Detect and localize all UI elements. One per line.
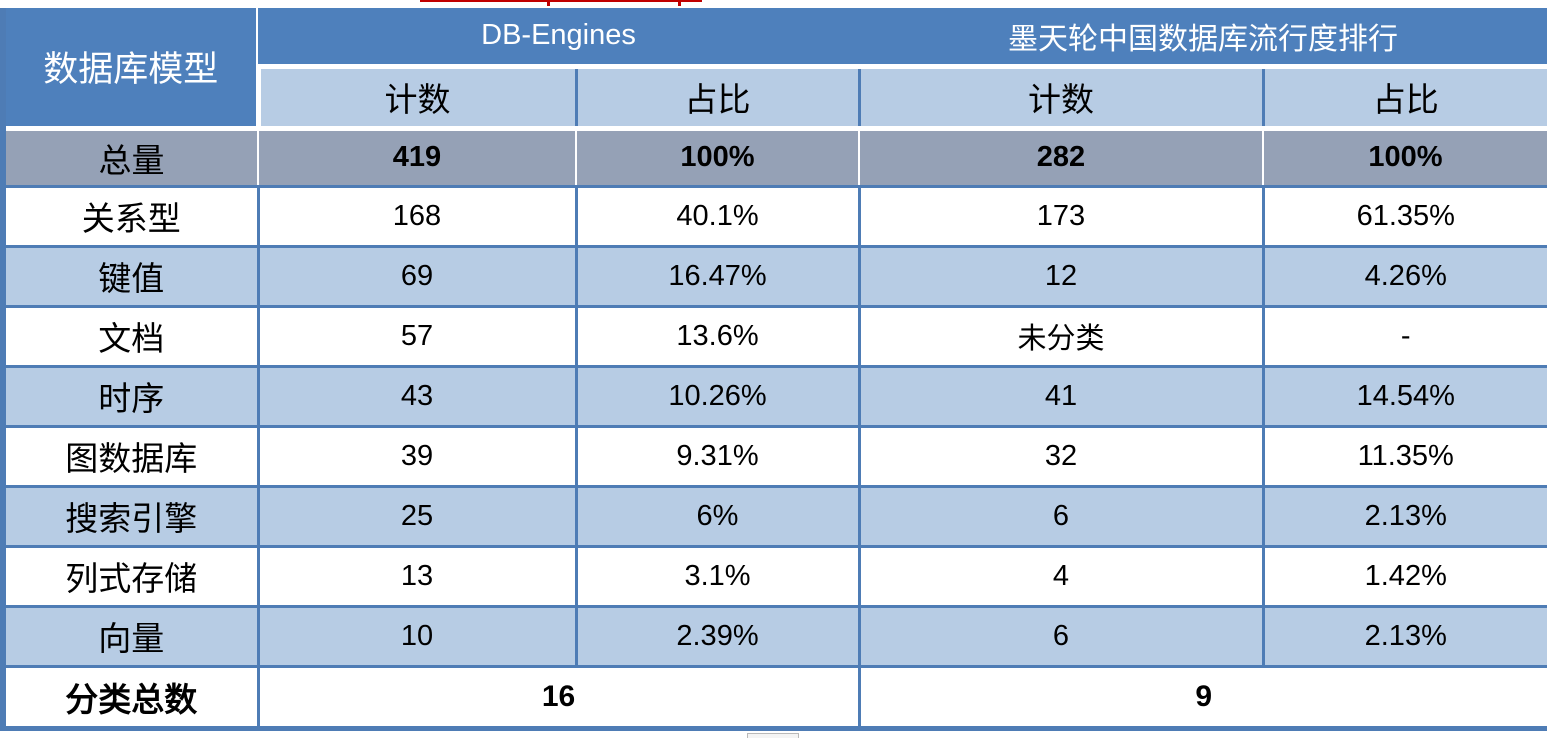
cell-value: 61.35% [1261,184,1547,248]
row-label: 向量 [1,604,260,668]
subheader-count-db: 计数 [255,66,576,131]
cell-value: 6 [857,484,1265,548]
table-row: 关系型 168 40.1% 173 61.35% [1,184,1547,248]
cell-value: 282 [858,128,1263,188]
cell-value: 41 [857,364,1265,428]
cell-value: 16 [256,664,861,730]
cell-value: 100% [575,128,859,188]
group-header-db-engines: DB-Engines [258,8,859,69]
cell-value: 1.42% [1261,544,1547,608]
row-label: 文档 [1,304,260,368]
cell-value: 2.39% [574,604,861,668]
header-row-groups: 数据库模型 DB-Engines 墨天轮中国数据库流行度排行 [3,8,1547,131]
cell-value: 25 [256,484,578,548]
cell-value: 未分类 [857,304,1265,368]
database-model-comparison-table: 数据库模型 DB-Engines 墨天轮中国数据库流行度排行 计数 占比 计数 … [0,8,1547,731]
row-label: 列式存储 [1,544,260,608]
cell-value: 69 [256,244,578,308]
table-row: 列式存储 13 3.1% 4 1.42% [1,544,1547,608]
cell-value: 9 [857,664,1547,730]
cell-value: 6 [857,604,1265,668]
row-label: 时序 [1,364,260,428]
cell-value: 6% [574,484,861,548]
cell-value: 9.31% [574,424,861,488]
row-label: 键值 [1,244,260,308]
cell-value: 12 [857,244,1265,308]
row-label: 搜索引擎 [1,484,260,548]
cell-value: 4.26% [1261,244,1547,308]
cell-value: 173 [857,184,1265,248]
cell-value: 4 [857,544,1265,608]
red-underline-tick [547,2,550,6]
cell-value: 10.26% [574,364,861,428]
scrollbar-stub[interactable] [747,733,799,738]
row-label: 图数据库 [1,424,260,488]
cell-value: 40.1% [574,184,861,248]
subheader-share-db: 占比 [574,66,859,131]
cell-value: 10 [256,604,578,668]
cell-value: 14.54% [1261,364,1547,428]
table-row: 总量 419 100% 282 100% [3,128,1547,188]
subheader-count-modb: 计数 [857,66,1263,131]
table-row: 向量 10 2.39% 6 2.13% [1,604,1547,668]
table-body: 总量 419 100% 282 100% 关系型 168 40.1% 173 61.35% 键值 69… [1,128,1547,730]
cell-value: - [1261,304,1547,368]
cell-value: 16.47% [574,244,861,308]
table-header: 数据库模型 DB-Engines 墨天轮中国数据库流行度排行 计数 占比 计数 … [3,8,1547,131]
row-label: 关系型 [1,184,260,248]
corner-header: 数据库模型 [3,8,258,131]
row-label: 分类总数 [1,664,260,730]
table-row: 键值 69 16.47% 12 4.26% [1,244,1547,308]
table-row: 图数据库 39 9.31% 32 11.35% [1,424,1547,488]
subheader-share-modb: 占比 [1261,66,1547,131]
cell-value: 2.13% [1261,604,1547,668]
cell-value: 32 [857,424,1265,488]
table-row: 搜索引擎 25 6% 6 2.13% [1,484,1547,548]
table-row: 时序 43 10.26% 41 14.54% [1,364,1547,428]
red-underline-artifact [420,0,702,2]
group-header-modb: 墨天轮中国数据库流行度排行 [859,8,1547,69]
header-row-subcolumns: 计数 占比 计数 占比 [3,66,1547,131]
row-label: 总量 [3,128,258,188]
red-underline-tick [678,2,681,6]
cell-value: 13 [256,544,578,608]
table-row: 文档 57 13.6% 未分类 - [1,304,1547,368]
cell-value: 100% [1262,128,1547,188]
cell-value: 3.1% [574,544,861,608]
cell-value: 2.13% [1261,484,1547,548]
cell-value: 13.6% [574,304,861,368]
cell-value: 39 [256,424,578,488]
cell-value: 168 [256,184,578,248]
cell-value: 43 [256,364,578,428]
cell-value: 57 [256,304,578,368]
table-row: 分类总数 16 9 [1,664,1547,730]
cell-value: 419 [257,128,576,188]
cell-value: 11.35% [1261,424,1547,488]
